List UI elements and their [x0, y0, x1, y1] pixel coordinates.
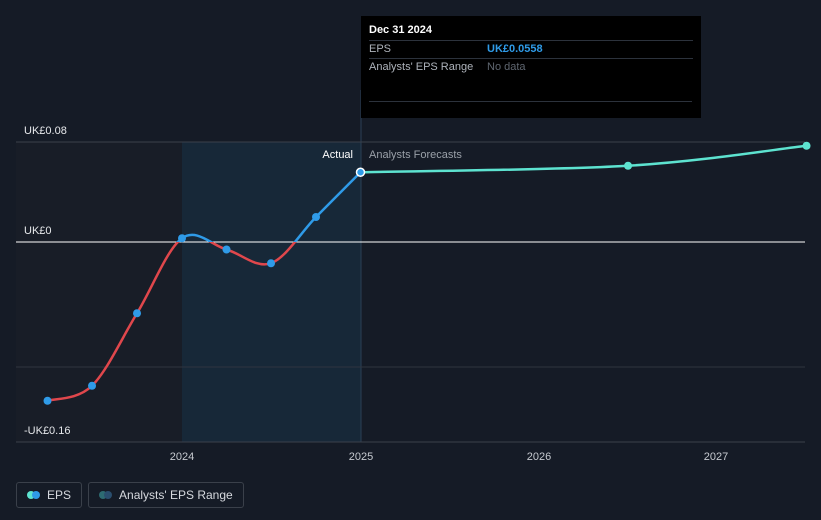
tooltip-row-range: Analysts' EPS Range No data [369, 58, 693, 76]
y-label-zero: UK£0 [24, 225, 52, 237]
highlight-region [182, 142, 361, 442]
x-tick-2024: 2024 [170, 451, 194, 463]
y-label-bottom: -UK£0.16 [24, 425, 70, 437]
eps-point[interactable] [88, 381, 97, 390]
legend: EPS Analysts' EPS Range [16, 482, 244, 508]
eps-point[interactable] [43, 396, 52, 405]
x-tick-2027: 2027 [704, 451, 728, 463]
tooltip: Dec 31 2024 EPS UK£0.0558 Analysts' EPS … [361, 16, 701, 118]
eps-point[interactable] [178, 234, 186, 243]
eps-point[interactable] [312, 213, 321, 221]
past-region-background [16, 142, 182, 442]
tooltip-range-value: No data [487, 61, 526, 73]
legend-eps-range-label: Analysts' EPS Range [119, 488, 233, 502]
x-tick-2026: 2026 [527, 451, 551, 463]
legend-eps-range[interactable]: Analysts' EPS Range [88, 482, 244, 508]
tooltip-row-eps: EPS UK£0.0558 [369, 40, 693, 58]
forecast-label: Analysts Forecasts [369, 149, 462, 161]
y-label-top: UK£0.08 [24, 125, 67, 137]
eps-legend-icon [27, 491, 41, 499]
forecast-line [360, 144, 807, 174]
tooltip-eps-label: EPS [369, 43, 392, 55]
x-tick-2025: 2025 [349, 451, 373, 463]
eps-point[interactable] [267, 259, 276, 268]
actual-label: Actual [322, 149, 353, 161]
tooltip-eps-value: UK£0.0558 [487, 43, 543, 55]
legend-eps[interactable]: EPS [16, 482, 83, 508]
eps-line-positive [176, 171, 362, 242]
series-layer [43, 141, 811, 405]
legend-eps-label: EPS [47, 488, 72, 502]
eps-point[interactable] [355, 167, 366, 177]
eps-range-legend-icon [99, 491, 113, 499]
eps-point[interactable] [222, 245, 231, 254]
forecast-point[interactable] [802, 141, 811, 150]
tooltip-date: Dec 31 2024 [369, 24, 432, 36]
tooltip-divider [369, 101, 692, 102]
eps-line-negative [47, 242, 297, 402]
forecast-point[interactable] [624, 161, 633, 170]
tooltip-range-label: Analysts' EPS Range [369, 61, 474, 73]
eps-point[interactable] [133, 309, 142, 318]
